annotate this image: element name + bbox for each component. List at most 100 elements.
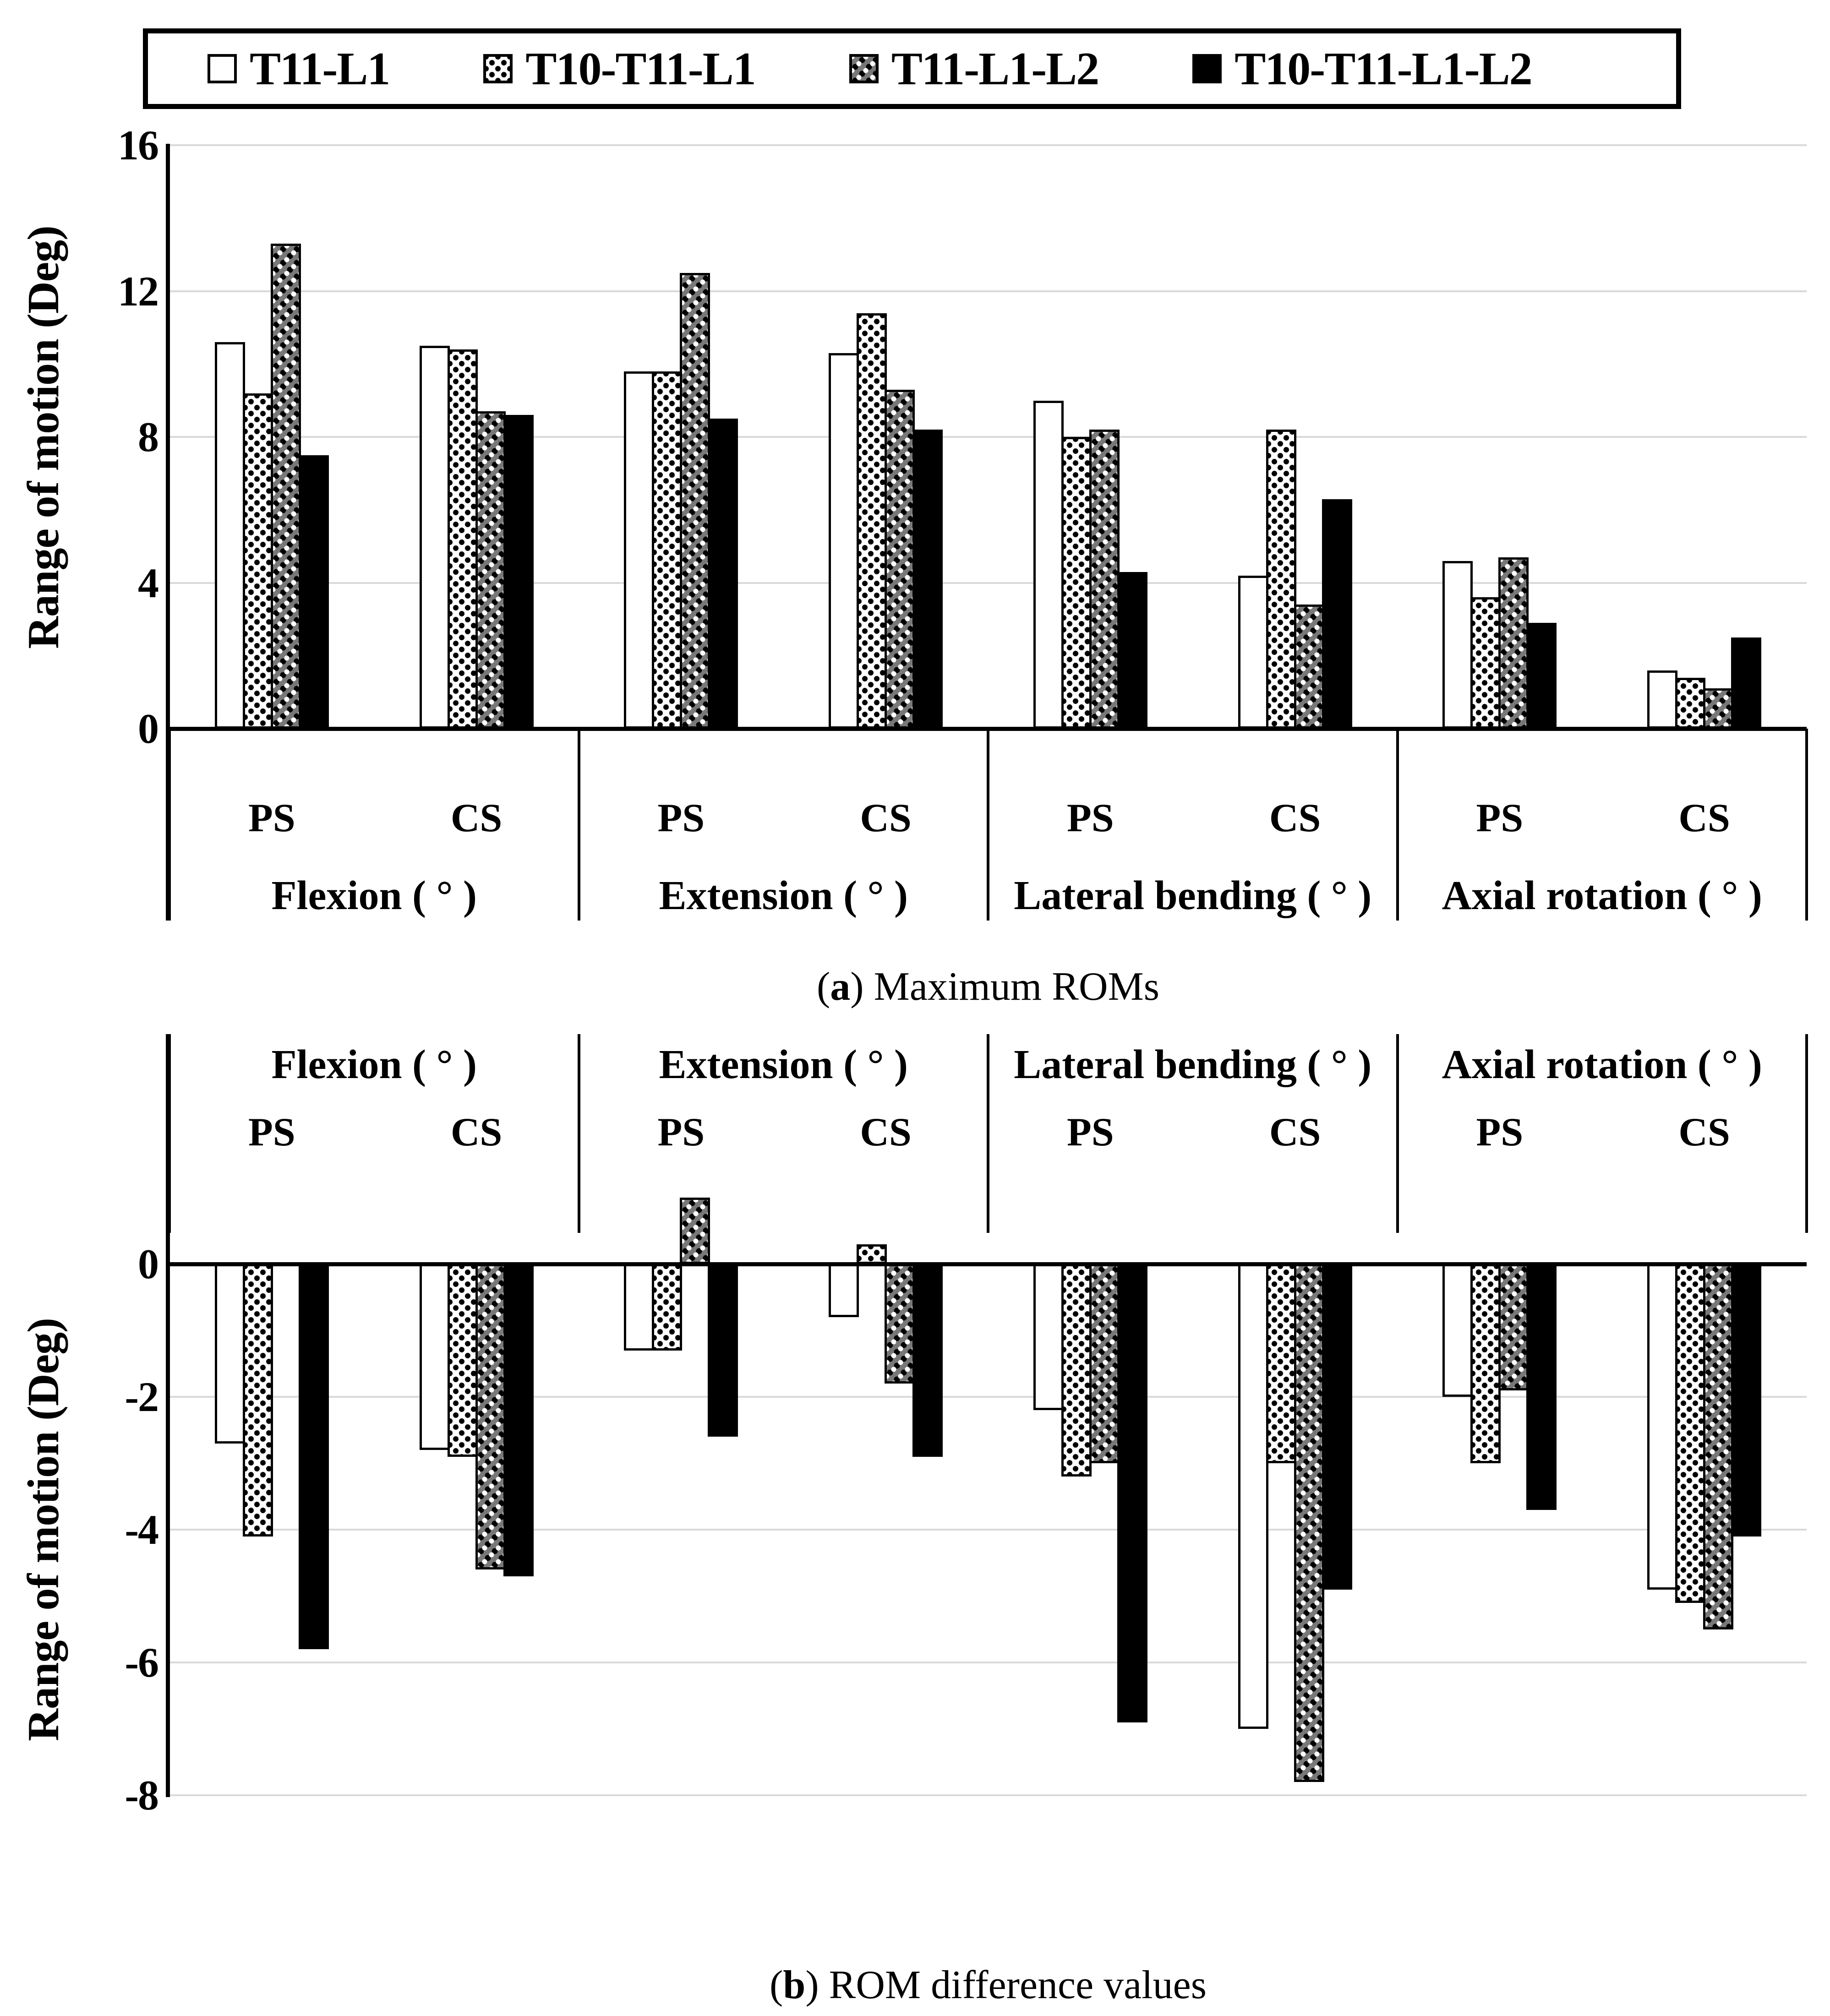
bar-T11-L1-L2-Flexion-CS xyxy=(475,411,506,729)
bar-T10-T11-L1-L2-Axial-rotation-PS xyxy=(1526,1264,1557,1510)
legend-item-t11-l1: T11-L1 xyxy=(208,42,390,96)
bar-T11-L1-L2-Axial-rotation-PS xyxy=(1498,1264,1529,1390)
bar-T11-L1-Flexion-PS xyxy=(214,1264,245,1444)
group-label-1: Extension ( ° ) xyxy=(659,1042,908,1087)
bar-T10-T11-L1-Lateral-bending-CS xyxy=(1266,430,1296,729)
bar-T10-T11-L1-L2-Extension-CS xyxy=(912,430,943,729)
group-label-2: Lateral bending ( ° ) xyxy=(1014,1042,1372,1087)
category-separator xyxy=(987,1034,989,1233)
y-tick-label: 12 xyxy=(118,267,159,315)
y-axis-label-chart-a: Range of motion (Deg) xyxy=(19,226,68,649)
subgroup-label-PS: PS xyxy=(1067,1110,1114,1155)
bar-T11-L1-L2-Lateral-bending-CS xyxy=(1294,1264,1324,1782)
category-separator xyxy=(1396,729,1399,921)
legend-item-t11-l1-l2: T11-L1-L2 xyxy=(849,42,1099,96)
group-label-3: Axial rotation ( ° ) xyxy=(1442,873,1762,918)
bar-T11-L1-L2-Lateral-bending-PS xyxy=(1089,1264,1120,1463)
bar-T11-L1-L2-Flexion-PS xyxy=(270,244,301,729)
bar-T10-T11-L1-Extension-CS xyxy=(857,1244,887,1264)
gridline-4 xyxy=(169,582,1807,584)
bar-T11-L1-Axial-rotation-CS xyxy=(1647,1264,1678,1590)
legend-swatch-white-icon xyxy=(208,54,237,83)
bar-T10-T11-L1-L2-Flexion-CS xyxy=(503,1264,534,1576)
bar-T10-T11-L1-Extension-PS xyxy=(652,1264,683,1351)
subgroup-label-PS: PS xyxy=(1476,796,1524,840)
caption-a: (a) Maximum ROMs xyxy=(816,964,1159,1009)
bar-T10-T11-L1-Flexion-PS xyxy=(242,1264,273,1537)
category-separator xyxy=(1805,1034,1808,1233)
category-separator xyxy=(577,1034,580,1233)
y-tick-label: -8 xyxy=(125,1772,159,1819)
subgroup-label-PS: PS xyxy=(1067,796,1114,840)
y-tick-label: 8 xyxy=(138,414,159,461)
bar-T10-T11-L1-Lateral-bending-PS xyxy=(1061,437,1092,729)
legend-label: T11-L1 xyxy=(250,43,390,95)
gridline-8 xyxy=(169,436,1807,438)
gridline-12 xyxy=(169,290,1807,292)
group-label-3: Axial rotation ( ° ) xyxy=(1442,1042,1762,1087)
group-label-0: Flexion ( ° ) xyxy=(271,873,477,918)
x-axis-zero-line xyxy=(166,727,1807,731)
bar-T11-L1-L2-Extension-CS xyxy=(885,389,915,729)
bar-T10-T11-L1-L2-Axial-rotation-CS xyxy=(1731,1264,1762,1537)
legend: T11-L1 T10-T11-L1 T11-L1-L2 T10-T11-L1-L2 xyxy=(143,28,1681,109)
legend-item-t10-t11-l1: T10-T11-L1 xyxy=(483,42,756,96)
legend-label: T10-T11-L1 xyxy=(525,43,756,95)
bar-T10-T11-L1-Lateral-bending-CS xyxy=(1266,1264,1296,1463)
caption-b: (b) ROM difference values xyxy=(770,1963,1207,2007)
y-tick-label: 16 xyxy=(118,122,159,169)
bar-T10-T11-L1-Axial-rotation-CS xyxy=(1675,677,1706,729)
subgroup-label-CS: CS xyxy=(450,1110,503,1155)
bar-T11-L1-Flexion-CS xyxy=(419,1264,450,1450)
category-separator xyxy=(1805,729,1808,921)
bar-T11-L1-Flexion-CS xyxy=(419,346,450,729)
subgroup-label-PS: PS xyxy=(1476,1110,1524,1155)
bar-T11-L1-Axial-rotation-PS xyxy=(1442,561,1473,729)
legend-label: T10-T11-L1-L2 xyxy=(1235,43,1532,95)
y-tick-label: 0 xyxy=(138,1241,159,1287)
y-axis-line xyxy=(166,1034,170,1797)
bar-T11-L1-Flexion-PS xyxy=(214,342,245,729)
bar-T10-T11-L1-L2-Extension-PS xyxy=(708,1264,738,1437)
bar-T11-L1-L2-Extension-PS xyxy=(680,273,710,729)
bar-T11-L1-L2-Extension-CS xyxy=(885,1264,915,1384)
y-axis-label-chart-b: Range of motion (Deg) xyxy=(19,1318,68,1741)
caption-a-text: Maximum ROMs xyxy=(874,964,1159,1009)
x-axis-zero-line xyxy=(166,1262,1807,1266)
subgroup-label-CS: CS xyxy=(1678,1110,1730,1155)
bar-T11-L1-Lateral-bending-PS xyxy=(1033,400,1064,729)
bar-T10-T11-L1-L2-Flexion-PS xyxy=(298,1264,329,1649)
y-tick-label: 0 xyxy=(138,705,159,752)
category-separator xyxy=(987,729,989,921)
gridline--6 xyxy=(169,1662,1807,1663)
gridline-16 xyxy=(169,144,1807,147)
bar-T10-T11-L1-Flexion-CS xyxy=(447,349,478,729)
bar-T10-T11-L1-Axial-rotation-PS xyxy=(1470,597,1501,729)
bar-T11-L1-L2-Lateral-bending-PS xyxy=(1089,430,1120,729)
caption-b-letter: b xyxy=(783,1963,806,2007)
category-separator xyxy=(577,729,580,921)
bar-T11-L1-Lateral-bending-CS xyxy=(1238,1264,1268,1729)
subgroup-label-CS: CS xyxy=(1678,796,1730,840)
bar-T10-T11-L1-Axial-rotation-CS xyxy=(1675,1264,1706,1603)
bar-T10-T11-L1-L2-Flexion-PS xyxy=(298,455,329,729)
bar-T11-L1-Axial-rotation-PS xyxy=(1442,1264,1473,1397)
category-separator xyxy=(168,729,171,921)
bar-T10-T11-L1-Flexion-CS xyxy=(447,1264,478,1457)
bar-T10-T11-L1-Extension-PS xyxy=(652,371,683,729)
legend-swatch-black-icon xyxy=(1192,54,1222,83)
subgroup-label-CS: CS xyxy=(450,796,503,840)
bar-T10-T11-L1-L2-Flexion-CS xyxy=(503,415,534,729)
bar-T10-T11-L1-L2-Axial-rotation-CS xyxy=(1731,637,1762,729)
subgroup-label-PS: PS xyxy=(248,796,295,840)
gridline--4 xyxy=(169,1529,1807,1531)
y-axis-line xyxy=(166,144,170,921)
subgroup-label-PS: PS xyxy=(248,1110,295,1155)
bar-T11-L1-L2-Axial-rotation-CS xyxy=(1703,688,1734,729)
bar-T10-T11-L1-Lateral-bending-PS xyxy=(1061,1264,1092,1477)
bar-T10-T11-L1-L2-Extension-CS xyxy=(912,1264,943,1457)
y-tick-label: 4 xyxy=(138,559,159,606)
bar-T11-L1-L2-Axial-rotation-CS xyxy=(1703,1264,1734,1629)
bar-T11-L1-L2-Extension-PS xyxy=(680,1198,710,1264)
